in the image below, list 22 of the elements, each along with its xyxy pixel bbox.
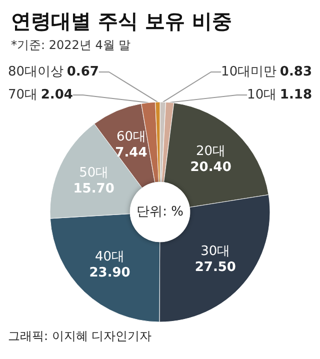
slice-label: 60대 [116,129,146,144]
slice-label: 80대이상 [8,64,64,80]
slice-label: 10대미만 [221,64,277,80]
slice-label: 10대 [247,88,277,102]
slice-label: 30대 [200,244,230,260]
data-label: 7.44 [115,145,148,160]
slice-label: 50대 [79,166,109,181]
chart-subtitle: *기준: 2022년 4월 말 [11,38,131,52]
data-label: 23.90 [89,265,130,280]
slice-label: 40대 [95,249,125,264]
text: 단위: % [136,204,184,220]
data-label: 20.40 [190,160,232,176]
data-label: 0.83 [280,64,312,80]
slice-label: 20대 [196,144,226,160]
chart-title: 연령대별 주식 보유 비중 [11,9,232,33]
data-label: 1.18 [280,88,312,102]
slice-label: 70대 [8,88,38,102]
data-label: 27.50 [194,260,236,276]
data-label: 0.67 [66,64,99,80]
text: 그래픽: 이지혜 디자인기자 [8,329,152,343]
data-label: 2.04 [40,88,73,102]
data-label: 15.70 [73,182,114,197]
